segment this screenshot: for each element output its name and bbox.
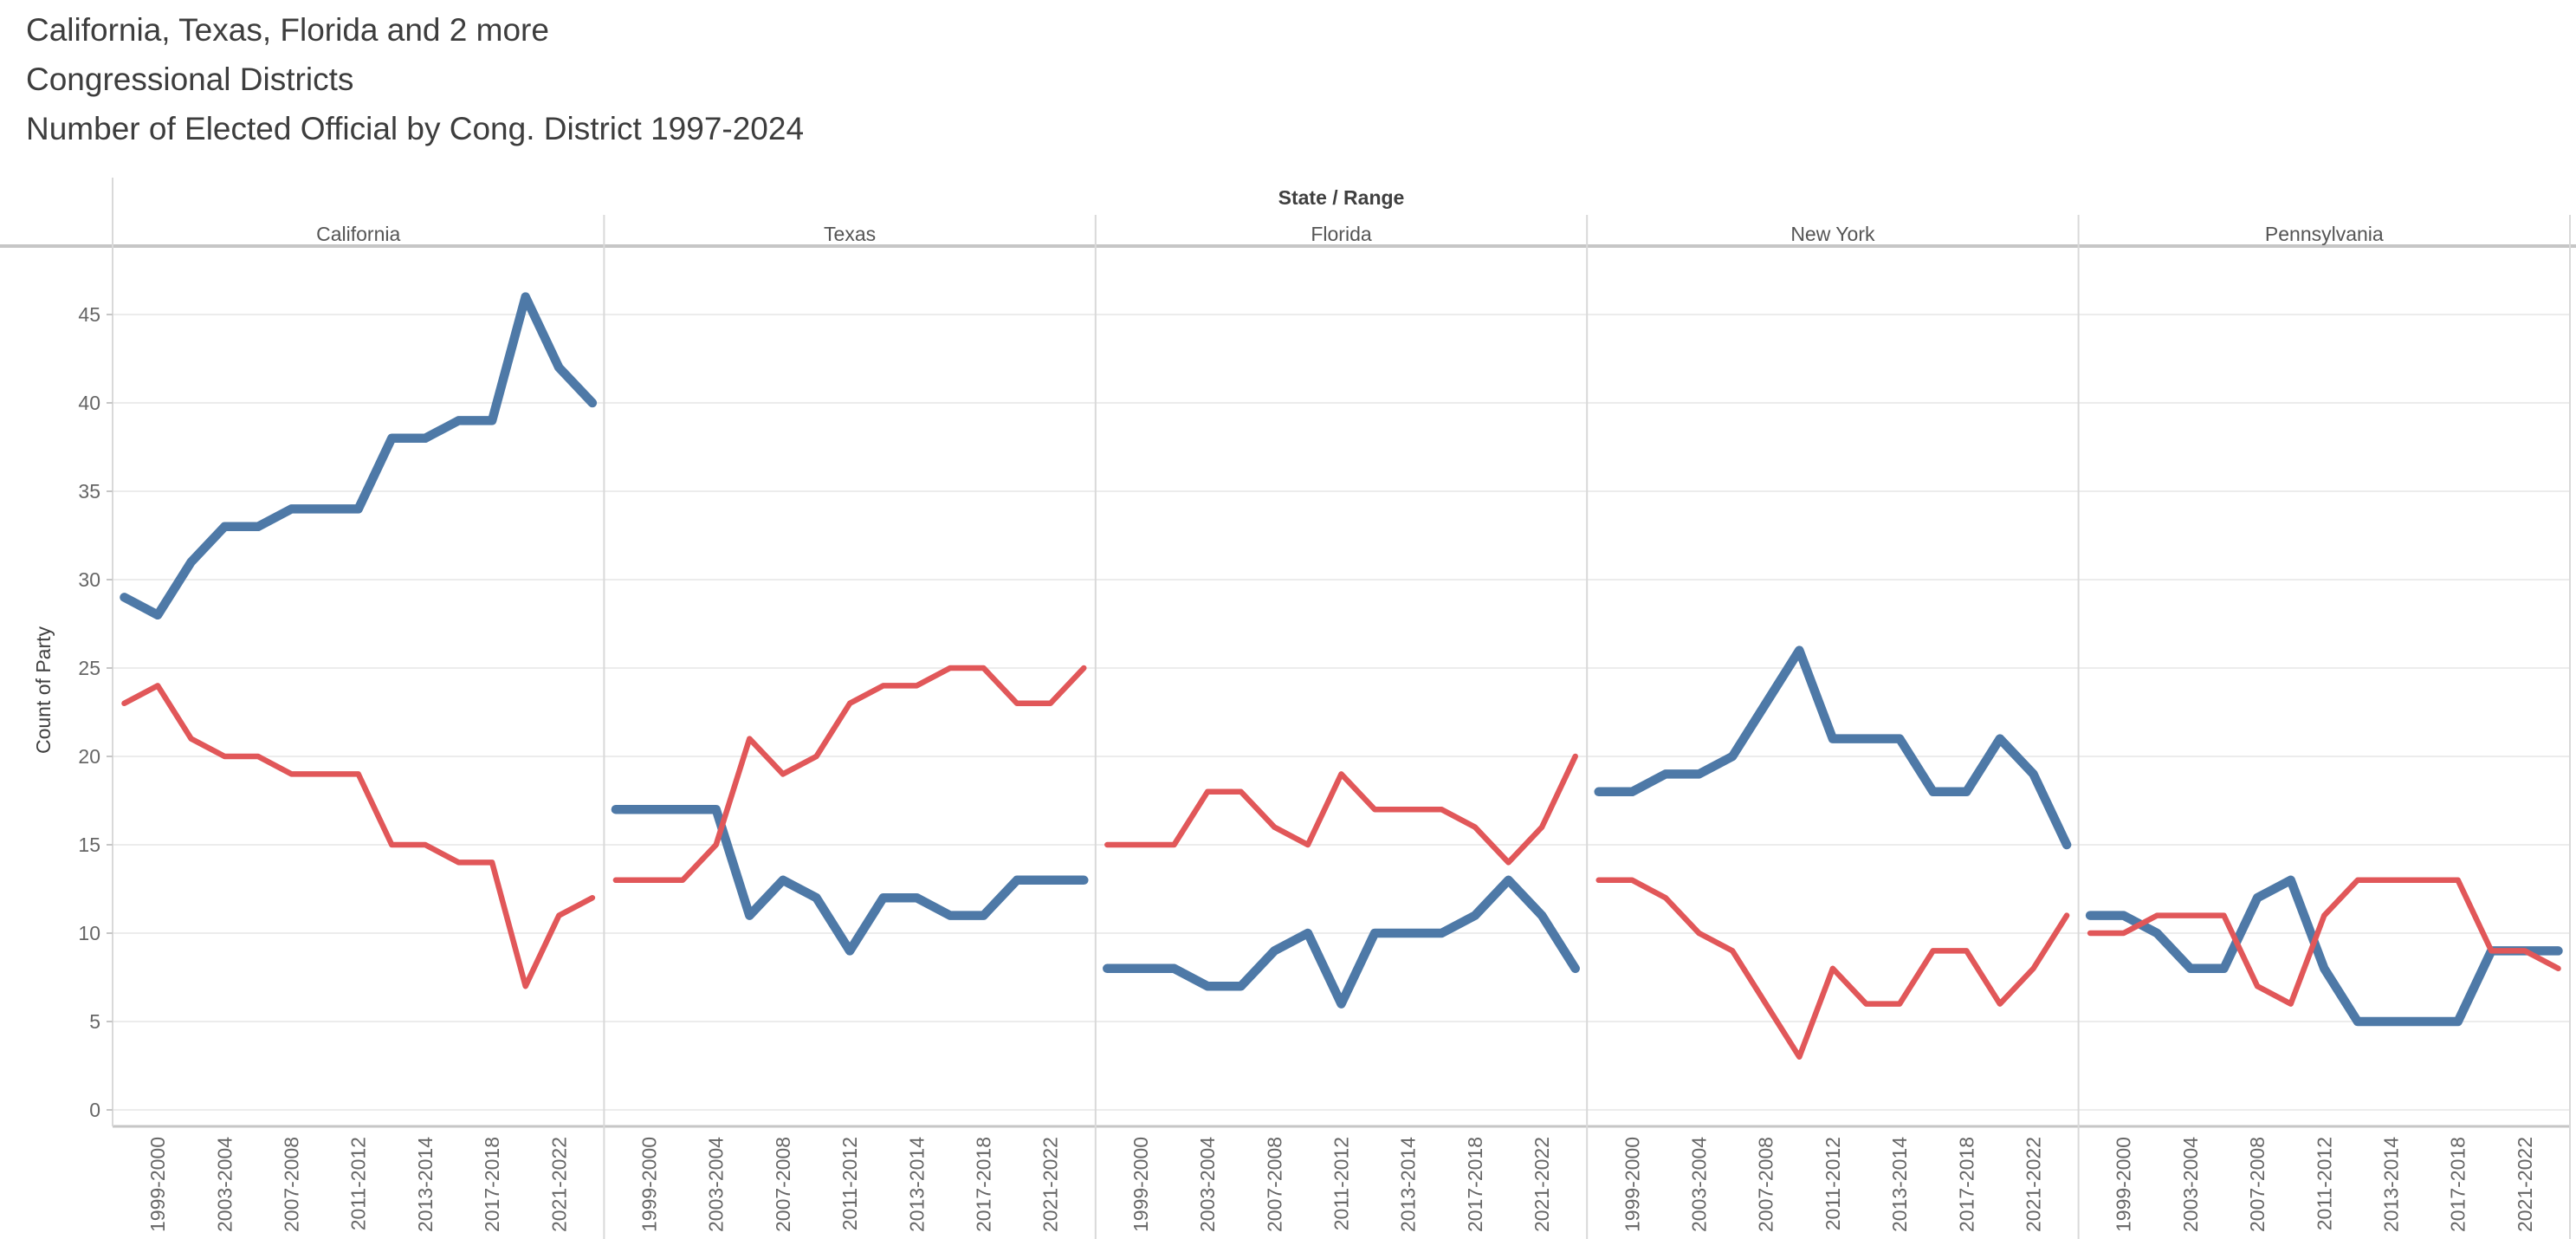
x-tick-label: 2011-2012 — [838, 1137, 861, 1230]
x-tick-label: 2003-2004 — [213, 1137, 236, 1232]
x-tick-label: 2003-2004 — [1196, 1137, 1219, 1232]
y-tick-label: 15 — [78, 834, 100, 856]
texas-democrat-line[interactable] — [611, 804, 1089, 956]
x-tick-label: 2003-2004 — [705, 1137, 728, 1232]
state-header-florida: Florida — [1311, 223, 1372, 245]
x-tick-label: 1999-2000 — [146, 1137, 169, 1232]
state-header-texas: Texas — [824, 223, 876, 245]
new-york-democrat-line[interactable] — [1594, 645, 2072, 850]
x-tick-label: 2007-2008 — [772, 1137, 794, 1232]
x-tick-label: 1999-2000 — [1129, 1137, 1152, 1232]
x-tick-label: 2011-2012 — [2313, 1137, 2335, 1230]
x-tick-label: 2017-2018 — [973, 1137, 995, 1232]
x-tick-label: 2021-2022 — [1039, 1137, 1062, 1232]
title-line-2: Congressional Districts — [26, 62, 354, 97]
florida-democrat-line[interactable] — [1103, 875, 1580, 1009]
california-democrat-line[interactable] — [120, 292, 598, 620]
x-tick-label: 1999-2000 — [638, 1137, 661, 1232]
x-tick-label: 2007-2008 — [1263, 1137, 1285, 1232]
y-tick-label: 30 — [78, 568, 100, 591]
x-tick-label: 2007-2008 — [281, 1137, 303, 1232]
x-tick-label: 2013-2014 — [1397, 1137, 1420, 1232]
x-tick-label: 2021-2022 — [1531, 1137, 1553, 1232]
x-tick-label: 2007-2008 — [1755, 1137, 1777, 1232]
pennsylvania-republican-line[interactable] — [2087, 877, 2561, 1007]
x-tick-label: 2003-2004 — [1688, 1137, 1711, 1232]
x-tick-label: 2021-2022 — [2514, 1137, 2536, 1232]
y-tick-label: 25 — [78, 657, 100, 679]
x-tick-label: 2013-2014 — [414, 1137, 437, 1232]
x-tick-label: 2007-2008 — [2246, 1137, 2269, 1232]
view-title: California, Texas, Florida and 2 more Co… — [26, 5, 804, 153]
y-tick-label: 5 — [89, 1010, 100, 1033]
x-tick-label: 2017-2018 — [2447, 1137, 2469, 1232]
y-tick-label: 20 — [78, 745, 100, 768]
new-york-republican-line[interactable] — [1595, 877, 2070, 1061]
y-tick-label: 40 — [78, 392, 100, 414]
column-field-label: State / Range — [1278, 186, 1405, 209]
x-tick-label: 2017-2018 — [1464, 1137, 1486, 1232]
x-tick-label: 2013-2014 — [905, 1137, 928, 1232]
y-axis-title: Count of Party — [32, 626, 55, 754]
y-tick-label: 35 — [78, 480, 100, 503]
california-republican-line[interactable] — [121, 683, 596, 989]
x-tick-label: 2021-2022 — [547, 1137, 570, 1232]
x-tick-label: 2021-2022 — [2023, 1137, 2045, 1232]
state-header-california: California — [316, 223, 400, 245]
title-line-1: California, Texas, Florida and 2 more — [26, 12, 549, 48]
x-tick-label: 1999-2000 — [2113, 1137, 2135, 1232]
y-tick-label: 10 — [78, 922, 100, 944]
x-tick-label: 2011-2012 — [347, 1137, 370, 1230]
x-tick-label: 2013-2014 — [2380, 1137, 2403, 1232]
x-tick-label: 1999-2000 — [1621, 1137, 1643, 1232]
florida-republican-line[interactable] — [1104, 753, 1578, 866]
x-tick-label: 2011-2012 — [1330, 1137, 1353, 1230]
state-header-pennsylvania: Pennsylvania — [2265, 223, 2384, 245]
title-line-3: Number of Elected Official by Cong. Dist… — [26, 111, 805, 146]
x-tick-label: 2013-2014 — [1888, 1137, 1911, 1232]
texas-republican-line[interactable] — [612, 665, 1087, 884]
x-tick-label: 2017-2018 — [481, 1137, 503, 1232]
y-tick-label: 0 — [89, 1099, 100, 1121]
pennsylvania-democrat-line[interactable] — [2085, 875, 2563, 1027]
x-tick-label: 2003-2004 — [2179, 1137, 2202, 1232]
x-tick-label: 2011-2012 — [1822, 1137, 1844, 1230]
x-tick-label: 2017-2018 — [1955, 1137, 1977, 1232]
state-header-new-york: New York — [1790, 223, 1875, 245]
y-tick-label: 45 — [78, 303, 100, 326]
